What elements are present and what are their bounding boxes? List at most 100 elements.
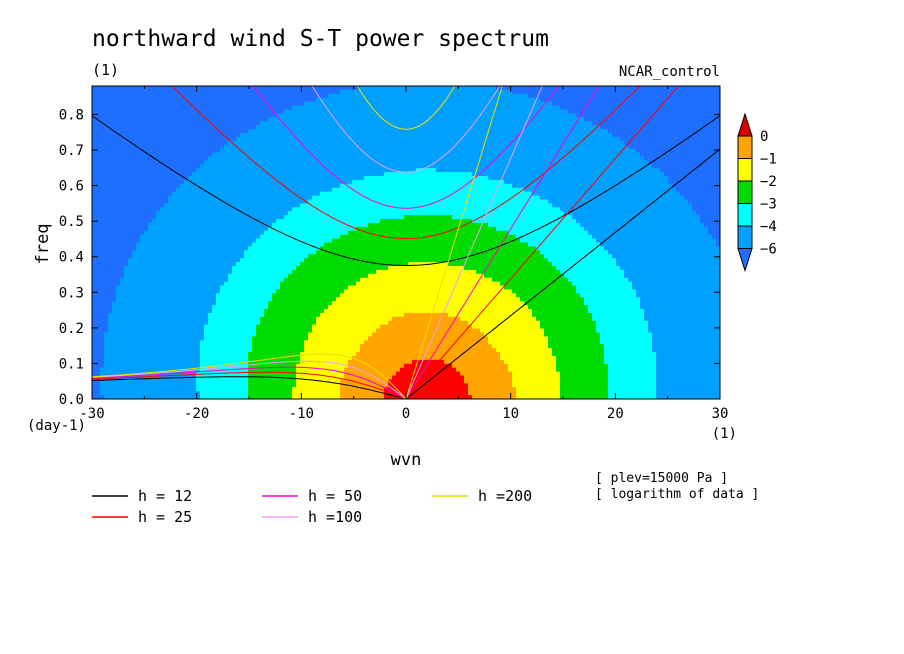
contour-cell <box>288 230 293 236</box>
contour-cell <box>320 215 325 220</box>
contour-cell <box>152 93 157 99</box>
contour-cell <box>184 391 189 396</box>
contour-cell <box>236 289 241 294</box>
contour-cell <box>280 242 285 248</box>
contour-cell <box>272 172 277 177</box>
contour-cell <box>152 175 157 181</box>
contour-cell <box>144 316 149 322</box>
contour-cell <box>96 109 101 114</box>
contour-cell <box>152 355 157 361</box>
contour-cell <box>228 246 233 251</box>
contour-cell <box>136 199 141 204</box>
contour-cell <box>120 191 125 197</box>
contour-cell <box>240 97 245 103</box>
contour-cell <box>164 254 169 259</box>
contour-cell <box>136 293 141 298</box>
contour-cell <box>140 262 145 267</box>
contour-cell <box>240 140 245 146</box>
contour-cell <box>212 238 217 244</box>
contour-cell <box>196 395 201 399</box>
contour-cell <box>132 109 137 114</box>
contour-cell <box>180 387 185 392</box>
contour-cell <box>244 160 249 165</box>
contour-cell <box>124 320 129 326</box>
contour-cell <box>312 312 317 318</box>
contour-cell <box>132 105 137 111</box>
contour-cell <box>132 175 137 181</box>
contour-cell <box>204 109 209 114</box>
contour-cell <box>324 160 329 165</box>
contour-cell <box>208 187 213 193</box>
contour-cell <box>144 101 149 107</box>
contour-cell <box>204 207 209 212</box>
contour-cell <box>188 281 193 287</box>
contour-cell <box>236 379 241 384</box>
contour-cell <box>284 219 289 224</box>
contour-cell <box>108 328 113 334</box>
contour-cell <box>252 254 257 259</box>
contour-cell <box>328 148 333 154</box>
contour-cell <box>112 352 117 357</box>
contour-cell <box>172 344 177 349</box>
contour-cell <box>304 246 309 251</box>
contour-cell <box>196 219 201 224</box>
contour-cell <box>252 101 257 107</box>
contour-cell <box>316 265 321 271</box>
contour-cell <box>224 262 229 267</box>
contour-cell <box>268 125 273 130</box>
contour-cell <box>156 359 161 365</box>
contour-cell <box>304 211 309 216</box>
contour-cell <box>316 129 321 134</box>
contour-cell <box>148 125 153 130</box>
contour-cell <box>156 352 161 357</box>
contour-cell <box>136 395 141 399</box>
contour-cell <box>136 148 141 154</box>
contour-cell <box>280 293 285 298</box>
contour-cell <box>300 309 305 314</box>
contour-cell <box>224 125 229 130</box>
contour-cell <box>340 164 345 169</box>
contour-cell <box>288 277 293 283</box>
contour-cell <box>108 316 113 322</box>
contour-cell <box>268 219 273 224</box>
contour-cell <box>272 148 277 154</box>
contour-cell <box>276 246 281 251</box>
contour-cell <box>92 289 97 294</box>
contour-cell <box>280 305 285 310</box>
contour-cell <box>108 238 113 244</box>
contour-cell <box>340 199 345 204</box>
contour-cell <box>332 136 337 142</box>
contour-cell <box>248 352 253 357</box>
contour-cell <box>308 168 313 173</box>
contour-cell <box>284 391 289 396</box>
contour-cell <box>232 164 237 169</box>
contour-cell <box>308 332 313 337</box>
contour-cell <box>204 367 209 373</box>
contour-cell <box>240 297 245 302</box>
contour-cell <box>288 191 293 197</box>
contour-cell <box>232 316 237 322</box>
contour-cell <box>328 105 333 111</box>
contour-cell <box>164 344 169 349</box>
contour-cell <box>116 258 121 263</box>
contour-cell <box>200 254 205 259</box>
contour-cell <box>188 168 193 173</box>
contour-cell <box>172 262 177 267</box>
contour-cell <box>228 254 233 259</box>
contour-cell <box>192 121 197 126</box>
contour-cell <box>284 148 289 154</box>
contour-cell <box>112 203 117 208</box>
contour-cell <box>252 320 257 326</box>
contour-cell <box>228 277 233 283</box>
contour-cell <box>216 238 221 244</box>
contour-cell <box>96 156 101 161</box>
contour-cell <box>148 262 153 267</box>
contour-cell <box>252 125 257 130</box>
contour-cell <box>296 121 301 126</box>
contour-cell <box>336 242 341 248</box>
contour-cell <box>184 160 189 165</box>
contour-cell <box>232 305 237 310</box>
contour-cell <box>328 222 333 228</box>
contour-cell <box>156 226 161 232</box>
contour-cell <box>244 262 249 267</box>
